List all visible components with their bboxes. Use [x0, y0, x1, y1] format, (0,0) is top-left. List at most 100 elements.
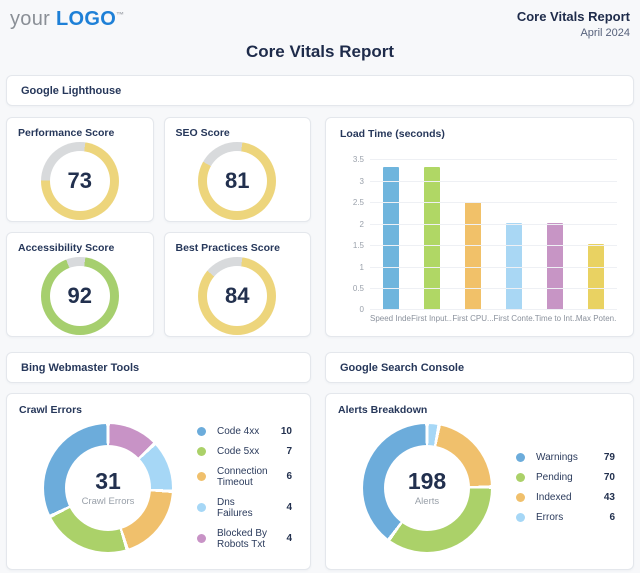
- bar: [464, 201, 481, 311]
- legend-dot-icon: [197, 534, 206, 544]
- gauge-value: 84: [207, 266, 268, 327]
- bar-slot: [452, 160, 493, 311]
- donut-row: Crawl Errors 31 Crawl Errors Code 4xx 10: [6, 393, 634, 571]
- gauge-value: 81: [207, 151, 268, 212]
- y-axis-tick-label: 2.5: [352, 198, 364, 208]
- gridline: [370, 202, 617, 204]
- gauge-value: 92: [49, 266, 110, 327]
- x-axis-label: Speed Index: [370, 314, 412, 324]
- header-meta: Core Vitals Report April 2024: [517, 8, 630, 40]
- legend-label: Code 4xx: [217, 425, 260, 437]
- legend-value: 70: [603, 472, 615, 484]
- gauge-card-best-practices-score: Best Practices Score 84: [163, 232, 311, 338]
- donut-center: 31 Crawl Errors: [65, 444, 151, 531]
- x-axis-label: First Conte...: [493, 314, 535, 324]
- legend-item: Indexed 43: [516, 492, 615, 503]
- logo-text-brand: LOGO: [55, 8, 117, 30]
- gauge-card-accessibility-score: Accessibility Score 92: [6, 232, 154, 338]
- y-axis-tick-label: 0: [359, 305, 364, 315]
- bar-slot: [576, 160, 617, 311]
- x-axis-label: First CPU...: [452, 314, 494, 324]
- legend-label: Indexed: [536, 492, 572, 504]
- gauge-wrap: 81: [176, 142, 300, 221]
- page-title: Core Vitals Report: [245, 42, 394, 62]
- legend-label: Pending: [536, 472, 573, 484]
- gridline: [370, 266, 617, 268]
- legend-value: 43: [603, 492, 615, 504]
- legend-item: Dns Failures 4: [197, 497, 292, 519]
- y-axis-tick-label: 1: [359, 262, 364, 272]
- section-header-row: Bing Webmaster Tools Google Search Conso…: [6, 352, 634, 384]
- legend-dot-icon: [197, 503, 206, 513]
- legend-item: Blocked By Robots Txt 4: [197, 528, 292, 550]
- donut-body: 198 Alerts Warnings 79 Pending 70: [338, 416, 621, 559]
- legend-item: Errors 6: [516, 512, 615, 523]
- legend-label: Dns Failures: [217, 496, 253, 519]
- header-report-title: Core Vitals Report: [516, 9, 630, 24]
- bar-plot-area: 0 0.5 1 1.5 2 2.5 3 3.5: [353, 155, 617, 314]
- legend-dot-icon: [516, 493, 525, 503]
- gauge-title: Accessibility Score: [18, 242, 115, 255]
- gauge-wrap: 73: [18, 142, 142, 221]
- legend-dot-icon: [516, 513, 525, 523]
- gridline: [370, 159, 617, 161]
- donut-center-label: Crawl Errors: [81, 496, 135, 508]
- alerts-breakdown-card: Alerts Breakdown 198 Alerts Warnings 79: [325, 393, 634, 571]
- section-header-bing-webmaster-tools: Bing Webmaster Tools: [6, 352, 311, 384]
- gridline: [370, 245, 617, 247]
- accessibility-score-gauge: 92: [40, 257, 119, 336]
- donut-area: 198 Alerts: [338, 423, 516, 552]
- legend-label: Code 5xx: [217, 445, 260, 457]
- legend-dot-icon: [516, 473, 525, 483]
- gridline: [370, 287, 617, 289]
- section-header-google-lighthouse: Google Lighthouse: [6, 75, 634, 107]
- legend-value: 79: [603, 452, 615, 464]
- company-logo: your LOGO™: [10, 8, 124, 31]
- legend-item: Connection Timeout 6: [197, 466, 292, 488]
- gauge-title: Best Practices Score: [175, 242, 280, 255]
- crawl-errors-card: Crawl Errors 31 Crawl Errors Code 4xx 10: [6, 393, 311, 571]
- donut-body: 31 Crawl Errors Code 4xx 10 Code 5xx: [19, 416, 298, 559]
- crawl-errors-legend: Code 4xx 10 Code 5xx 7 Connection Timeou…: [197, 426, 298, 550]
- donut-center-value: 198: [407, 468, 447, 495]
- lighthouse-row: Performance Score 73 SEO Score 81 Access…: [6, 117, 634, 338]
- seo-score-gauge: 81: [198, 142, 277, 221]
- legend-dot-icon: [197, 426, 206, 436]
- gauge-wrap: 84: [176, 257, 300, 336]
- header-report-date: April 2024: [580, 26, 630, 39]
- donut-center-value: 31: [95, 468, 121, 495]
- gauge-value: 73: [49, 151, 110, 212]
- gridline: [370, 223, 617, 225]
- alerts-legend: Warnings 79 Pending 70 Indexed 43: [516, 452, 621, 523]
- logo-text-your: your: [10, 8, 51, 30]
- gauge-card-performance-score: Performance Score 73: [6, 117, 154, 223]
- legend-item: Code 4xx 10: [197, 426, 292, 437]
- gauge-wrap: 92: [18, 257, 142, 336]
- gauge-card-seo-score: SEO Score 81: [163, 117, 311, 223]
- y-axis-tick-label: 1.5: [352, 241, 364, 251]
- load-time-chart-card: Load Time (seconds) 0 0.5 1 1.5 2 2.5 3 3.5 Spe…: [325, 117, 634, 338]
- legend-label: Connection Timeout: [217, 465, 268, 488]
- legend-item: Pending 70: [516, 472, 615, 483]
- header: your LOGO™ Core Vitals Report April 2024: [6, 6, 634, 40]
- y-axis-tick-label: 3.5: [352, 155, 364, 165]
- donut-center-label: Alerts: [414, 496, 440, 508]
- x-axis-labels: Speed Index First Input... First CPU... …: [370, 314, 617, 326]
- legend-value: 10: [280, 425, 292, 437]
- y-axis-tick-label: 0.5: [352, 283, 364, 293]
- bar: [588, 243, 605, 311]
- y-axis-tick-label: 3: [359, 176, 364, 186]
- performance-score-gauge: 73: [40, 142, 119, 221]
- legend-value: 4: [286, 533, 292, 545]
- donut-center: 198 Alerts: [384, 444, 470, 531]
- legend-dot-icon: [197, 472, 206, 482]
- legend-dot-icon: [516, 453, 525, 463]
- legend-value: 7: [286, 445, 292, 457]
- legend-value: 4: [286, 502, 292, 514]
- legend-item: Warnings 79: [516, 452, 615, 463]
- x-axis-label: Time to Int...: [534, 314, 576, 324]
- x-axis-label: Max Poten...: [575, 314, 618, 324]
- gauge-title: SEO Score: [175, 127, 230, 140]
- legend-label: Warnings: [536, 452, 578, 464]
